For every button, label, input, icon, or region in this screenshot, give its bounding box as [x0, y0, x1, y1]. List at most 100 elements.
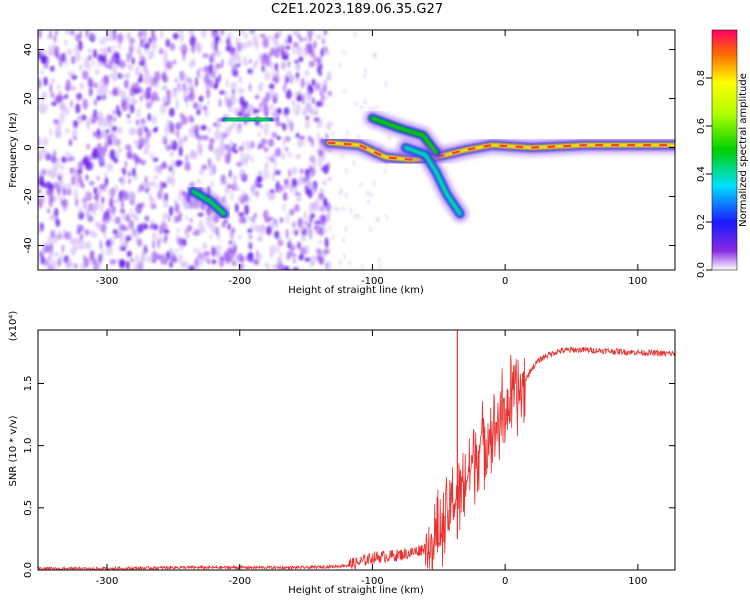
noise-speck — [62, 206, 68, 212]
noise-speck — [42, 244, 49, 254]
noise-speck — [111, 89, 118, 96]
noise-speck — [283, 179, 289, 184]
noise-speck — [198, 95, 204, 103]
noise-speck — [248, 82, 252, 92]
noise-speck — [196, 108, 201, 116]
noise-speckle — [38, 30, 391, 270]
noise-speck — [178, 137, 182, 148]
noise-speck — [279, 122, 283, 127]
noise-speck — [344, 192, 348, 198]
noise-speck — [43, 64, 49, 69]
noise-speck — [258, 143, 261, 150]
noise-speck — [296, 241, 302, 250]
noise-speck — [88, 180, 95, 186]
noise-speck — [229, 169, 232, 178]
noise-speck — [126, 52, 130, 63]
noise-speck — [47, 236, 52, 244]
noise-speck — [85, 174, 89, 181]
snr-frame — [37, 329, 676, 571]
noise-speck — [105, 129, 110, 134]
noise-speck — [259, 224, 266, 236]
noise-speck — [282, 123, 287, 131]
colorbar-ticks: 0.0 0.2 0.4 0.6 0.8 — [696, 70, 712, 278]
noise-speck — [72, 120, 77, 127]
noise-speck — [231, 88, 236, 95]
noise-speck — [134, 65, 141, 77]
noise-speck — [162, 212, 168, 220]
noise-speck — [82, 70, 89, 80]
noise-speck — [82, 157, 89, 166]
noise-speck — [57, 189, 61, 197]
noise-speck — [256, 175, 263, 184]
noise-speck — [49, 128, 52, 137]
noise-speck — [209, 79, 214, 87]
noise-speck — [144, 47, 149, 54]
noise-speck — [282, 191, 288, 202]
noise-speck — [159, 225, 162, 236]
noise-speck — [50, 92, 55, 98]
noise-speck — [276, 256, 283, 267]
noise-speck — [74, 44, 79, 53]
noise-speck — [267, 138, 275, 148]
noise-speck — [244, 153, 251, 161]
ridge-core — [369, 115, 439, 155]
noise-speck — [304, 184, 309, 191]
noise-speck — [188, 83, 191, 92]
noise-speck — [109, 120, 113, 128]
noise-speck — [58, 175, 61, 181]
noise-speck — [375, 105, 379, 110]
noise-speck — [200, 169, 205, 175]
noise-speck — [202, 53, 209, 58]
noise-speck — [259, 33, 266, 38]
noise-speck — [151, 259, 157, 264]
noise-speck — [241, 100, 249, 110]
noise-speck — [222, 133, 228, 138]
noise-speck — [118, 110, 122, 118]
spectral-ridge-3 — [396, 138, 469, 223]
noise-speck — [59, 112, 65, 123]
noise-speck — [48, 198, 53, 208]
noise-speck — [92, 202, 99, 211]
noise-speck — [87, 63, 91, 71]
noise-speck — [100, 146, 106, 158]
noise-speck — [49, 246, 53, 257]
noise-speck — [314, 220, 321, 225]
noise-speck — [64, 39, 68, 46]
noise-speck — [150, 35, 157, 43]
noise-speck — [225, 42, 233, 48]
noise-speck — [214, 245, 220, 257]
noise-speck — [136, 238, 143, 247]
noise-speck — [267, 228, 271, 236]
noise-speck — [213, 83, 218, 90]
noise-speck — [71, 128, 78, 139]
noise-speck — [275, 40, 279, 50]
noise-speck — [52, 235, 58, 245]
noise-speck — [164, 192, 168, 201]
noise-speck — [119, 90, 126, 99]
noise-speck — [151, 40, 157, 51]
noise-speck — [233, 63, 239, 70]
noise-speck — [43, 76, 48, 86]
noise-speck — [284, 38, 289, 45]
noise-speck — [193, 267, 201, 270]
noise-speck — [292, 267, 299, 270]
noise-speck — [93, 99, 98, 106]
noise-speck — [180, 262, 187, 269]
noise-speck — [311, 78, 315, 87]
noise-speck — [52, 163, 58, 173]
noise-speck — [212, 65, 218, 75]
noise-speck — [203, 251, 211, 256]
noise-speck — [233, 149, 239, 154]
noise-speck — [186, 97, 194, 102]
noise-speck — [276, 135, 281, 141]
noise-speck — [76, 169, 83, 175]
noise-speck — [95, 191, 99, 203]
noise-speck — [194, 41, 201, 51]
noise-speck — [83, 257, 90, 268]
noise-speck — [96, 86, 103, 97]
noise-speck — [274, 159, 277, 167]
noise-speck — [126, 250, 132, 258]
noise-speck — [262, 37, 269, 49]
noise-speck — [118, 190, 123, 202]
noise-speck — [58, 57, 63, 67]
